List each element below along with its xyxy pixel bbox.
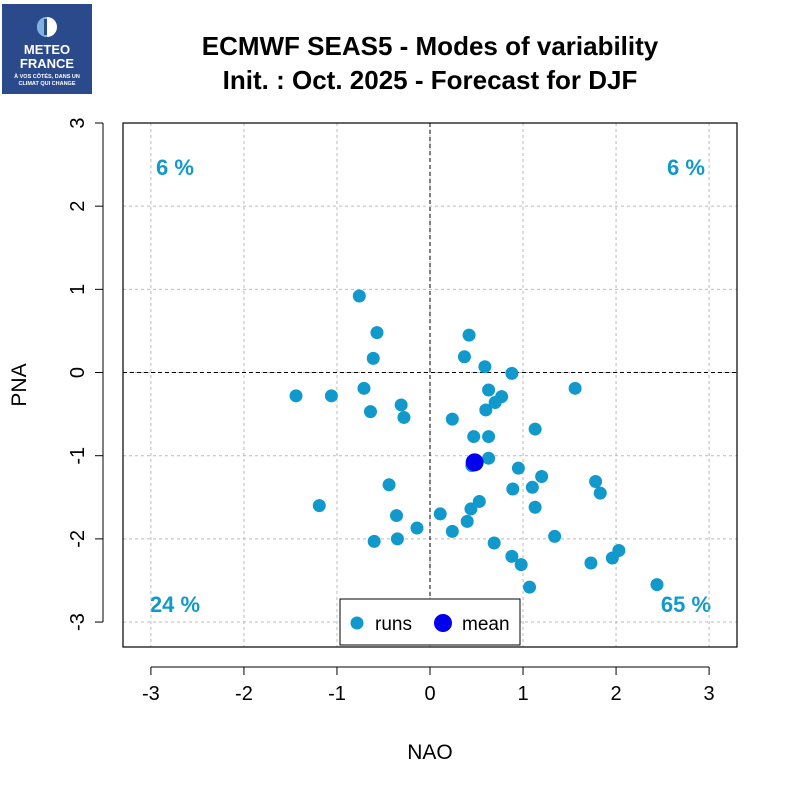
legend-mean-marker	[434, 614, 452, 632]
run-point	[528, 500, 542, 514]
mean-point	[465, 453, 484, 472]
run-point	[605, 551, 619, 565]
run-point	[382, 478, 396, 492]
run-point	[445, 412, 459, 426]
run-point	[390, 509, 404, 523]
x-axis-label: NAO	[407, 741, 453, 764]
quadrant-top-right-pct: 6 %	[667, 155, 705, 180]
run-point	[410, 521, 424, 535]
run-point	[482, 383, 496, 397]
run-point	[357, 381, 371, 395]
run-point	[433, 507, 447, 521]
run-point	[352, 289, 366, 303]
run-point	[548, 529, 562, 543]
run-point	[535, 469, 549, 483]
run-point	[460, 514, 474, 528]
run-point	[589, 474, 603, 488]
run-point	[390, 532, 404, 546]
logo-tagline2: CLIMAT QUI CHANGE	[18, 81, 75, 87]
legend: runs mean	[339, 598, 521, 646]
legend-runs-label: runs	[375, 614, 412, 635]
legend-box	[339, 598, 521, 646]
run-point	[289, 389, 303, 403]
x-tick-label: -2	[235, 683, 253, 705]
plot-frame	[122, 122, 738, 648]
x-tick-label: -1	[328, 683, 346, 705]
run-point	[528, 422, 542, 436]
run-point	[584, 556, 598, 570]
x-tick-label: 0	[424, 683, 435, 705]
quadrant-bottom-left-pct: 24 %	[150, 592, 200, 617]
x-tick-label: 3	[704, 683, 715, 705]
run-point	[482, 451, 496, 465]
run-point	[464, 502, 478, 516]
run-point	[457, 350, 471, 364]
x-tick-label: 2	[610, 683, 621, 705]
run-point	[472, 494, 486, 508]
run-point	[505, 366, 519, 380]
logo-emblem	[37, 17, 57, 37]
y-axis-label: PNA	[8, 363, 31, 406]
y-tick-label: 1	[67, 284, 89, 295]
run-point	[324, 389, 338, 403]
run-point	[568, 381, 582, 395]
logo-line1: METEO	[24, 42, 70, 57]
run-point	[650, 578, 664, 592]
y-tick-label: -1	[67, 447, 89, 465]
run-point	[479, 403, 493, 417]
logo-tagline1: À VOS CÔTÉS, DANS UN	[14, 72, 80, 80]
run-point	[394, 398, 408, 412]
y-tick-label: 2	[67, 201, 89, 212]
legend-runs-marker	[350, 616, 364, 630]
x-tick-label: -3	[142, 683, 160, 705]
run-point	[467, 430, 481, 444]
quadrant-bottom-right-pct: 65 %	[661, 592, 711, 617]
run-point	[593, 486, 607, 500]
run-point	[312, 499, 326, 513]
run-point	[511, 461, 525, 475]
run-point	[506, 482, 520, 496]
run-point	[487, 536, 501, 550]
run-point	[397, 410, 411, 424]
legend-mean-label: mean	[462, 614, 510, 635]
run-point	[482, 430, 496, 444]
chart-title: ECMWF SEAS5 - Modes of variability	[202, 31, 659, 61]
run-point	[370, 326, 384, 340]
run-point	[366, 351, 380, 365]
run-point	[462, 328, 476, 342]
run-point	[505, 549, 519, 563]
run-point	[525, 480, 539, 494]
run-point	[445, 524, 459, 538]
run-point	[367, 534, 381, 548]
x-tick-label: 1	[517, 683, 528, 705]
chart-subtitle: Init. : Oct. 2025 - Forecast for DJF	[223, 65, 638, 95]
run-point	[478, 360, 492, 374]
y-tick-label: -3	[67, 613, 89, 631]
y-tick-label: 3	[67, 117, 89, 128]
run-point	[514, 558, 528, 572]
run-point	[523, 580, 537, 594]
logo-line2: FRANCE	[20, 56, 74, 71]
y-tick-label: 0	[67, 367, 89, 378]
quadrant-top-left-pct: 6 %	[156, 155, 194, 180]
run-point	[488, 395, 502, 409]
y-tick-label: -2	[67, 530, 89, 548]
run-point	[363, 405, 377, 419]
